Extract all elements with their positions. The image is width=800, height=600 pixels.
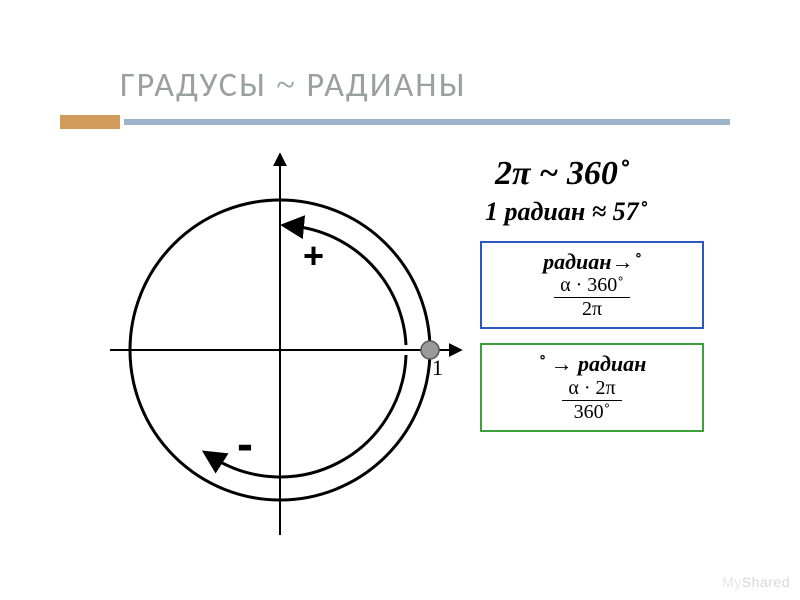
box-rad-to-deg-den: 2π	[482, 298, 702, 321]
watermark-prefix: My	[722, 574, 742, 590]
box-deg-to-rad-header: ˚ → радиан	[482, 351, 702, 376]
box-deg-to-rad-num: α · 2π	[562, 377, 621, 401]
minus-label: -	[237, 418, 253, 471]
box-rad-to-deg-num: α · 360˚	[554, 274, 630, 298]
separator-line	[124, 119, 730, 125]
watermark-suffix: Shared	[742, 574, 790, 590]
box-rad-to-deg: радиан→˚ α · 360˚ 2π	[480, 241, 704, 329]
title-tilde: ~	[276, 67, 296, 104]
formula-sub: 1 радиан ≈ 57˚	[485, 197, 760, 227]
box-deg-to-rad-den: 360˚	[482, 401, 702, 424]
axis-tick-1: 1	[432, 355, 443, 380]
watermark: MyShared	[722, 574, 790, 590]
title-suffix: РАДИАНЫ	[307, 65, 467, 106]
unit-circle-diagram: + - 1	[110, 140, 475, 540]
box-rad-to-deg-header: радиан→˚	[482, 249, 702, 274]
accent-block	[60, 115, 120, 129]
formula-block: 2π ~ 360˚ 1 радиан ≈ 57˚ радиан→˚ α · 36…	[460, 155, 760, 432]
page-title: ГРАДУСЫ ~ РАДИАНЫ	[120, 65, 466, 106]
plus-label: +	[303, 235, 324, 276]
formula-main: 2π ~ 360˚	[495, 155, 760, 193]
box-deg-to-rad: ˚ → радиан α · 2π 360˚	[480, 343, 704, 431]
title-prefix: ГРАДУСЫ	[120, 65, 267, 106]
title-separator	[60, 115, 730, 129]
